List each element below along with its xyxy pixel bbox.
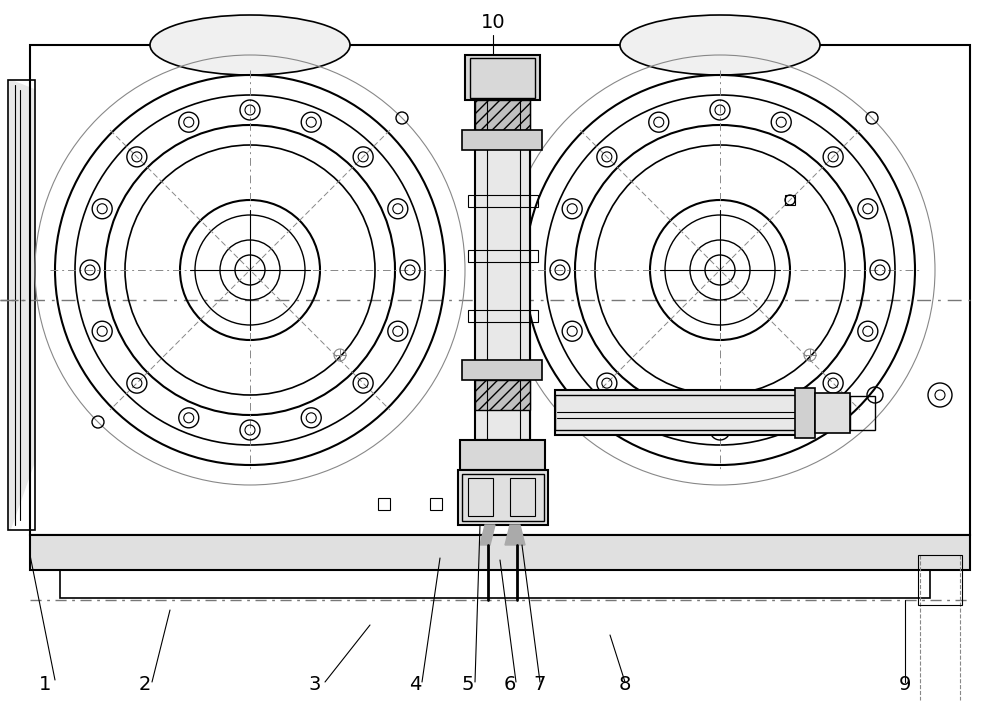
Bar — [475, 100, 530, 440]
Ellipse shape — [620, 15, 820, 75]
Bar — [555, 395, 800, 430]
Text: 3: 3 — [309, 675, 321, 694]
Bar — [785, 195, 795, 205]
Bar — [462, 130, 542, 150]
Bar — [462, 360, 542, 380]
Bar — [460, 440, 545, 470]
Text: 8: 8 — [619, 675, 631, 694]
Bar — [795, 388, 815, 438]
Bar — [430, 498, 442, 510]
Bar — [475, 100, 530, 130]
Bar — [458, 470, 548, 525]
Text: 1: 1 — [39, 675, 51, 694]
Bar — [8, 80, 35, 530]
Bar — [815, 393, 850, 433]
Bar — [468, 478, 493, 516]
Text: 7: 7 — [534, 675, 546, 694]
Bar — [468, 195, 538, 207]
Bar — [475, 380, 530, 410]
Text: 9: 9 — [899, 675, 911, 694]
Ellipse shape — [150, 15, 350, 75]
Bar — [470, 58, 535, 98]
Polygon shape — [480, 525, 495, 545]
Text: 10: 10 — [481, 13, 505, 32]
Bar — [30, 45, 970, 535]
Bar — [462, 474, 544, 521]
Text: 5: 5 — [462, 675, 474, 694]
Bar — [468, 250, 538, 262]
Polygon shape — [505, 525, 525, 545]
Bar — [465, 55, 540, 100]
Bar — [468, 310, 538, 322]
Bar — [30, 535, 970, 570]
Bar — [378, 498, 390, 510]
Text: 2: 2 — [139, 675, 151, 694]
Bar — [918, 555, 962, 605]
Bar — [555, 390, 805, 435]
Bar — [510, 478, 535, 516]
Text: 6: 6 — [504, 675, 516, 694]
Text: 4: 4 — [409, 675, 421, 694]
Bar — [60, 570, 930, 598]
Bar — [850, 396, 875, 430]
Polygon shape — [8, 80, 35, 530]
